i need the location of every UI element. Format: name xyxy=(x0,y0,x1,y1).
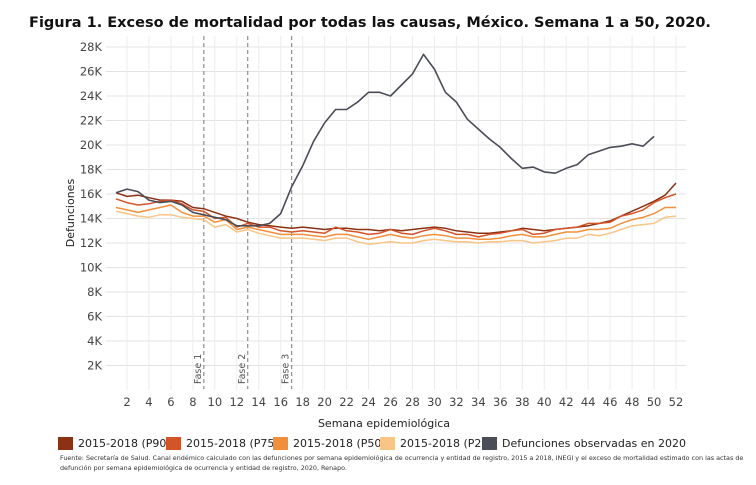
legend-item: 2015-2018 (P50) xyxy=(273,436,386,452)
legend-swatch xyxy=(273,436,288,450)
chart-legend: 2015-2018 (P90) 2015-2018 (P75) 2015-2018 … xyxy=(58,436,748,452)
legend-label: 2015-2018 (P75) xyxy=(186,437,279,450)
y-axis-label: Defunciones xyxy=(64,179,77,248)
phase-label: Fase 2 xyxy=(237,354,248,384)
x-tick-label: 34 xyxy=(471,395,486,409)
legend-item: Defunciones observadas en 2020 xyxy=(482,436,686,452)
x-tick-label: 40 xyxy=(537,395,552,409)
x-tick-label: 26 xyxy=(383,395,398,409)
y-tick-label: 14K xyxy=(80,212,103,226)
chart-title: Figura 1. Exceso de mortalidad por todas… xyxy=(29,15,711,31)
x-tick-label: 6 xyxy=(167,395,174,409)
source-footnote: Fuente: Secretaría de Salud. Canal endém… xyxy=(60,454,744,472)
y-tick-label: 2K xyxy=(87,359,102,373)
y-tick-label: 18K xyxy=(80,163,103,177)
y-tick-label: 22K xyxy=(80,114,103,128)
x-tick-label: 14 xyxy=(251,395,266,409)
y-tick-label: 8K xyxy=(87,285,102,299)
series-line-4 xyxy=(115,210,677,245)
x-tick-label: 24 xyxy=(361,395,376,409)
y-tick-label: 16K xyxy=(80,187,103,201)
x-tick-label: 32 xyxy=(449,395,464,409)
y-tick-label: 12K xyxy=(80,236,103,250)
x-tick-label: 18 xyxy=(295,395,310,409)
x-tick-label: 30 xyxy=(427,395,442,409)
legend-item: 2015-2018 (P90) xyxy=(58,436,171,452)
legend-swatch xyxy=(166,436,181,450)
y-tick-label: 4K xyxy=(87,334,102,348)
x-tick-label: 42 xyxy=(559,395,574,409)
legend-label: Defunciones observadas en 2020 xyxy=(502,437,687,450)
legend-swatch xyxy=(58,436,73,450)
x-tick-label: 10 xyxy=(208,395,223,409)
x-tick-label: 44 xyxy=(581,395,596,409)
legend-item: 2015-2018 (P25) xyxy=(380,436,493,452)
x-tick-label: 36 xyxy=(493,395,508,409)
x-axis-ticks: 2 4 6 8 10 12 14 16 18 20 22 24 26 28 30 32 34 36 38 40 42 44… xyxy=(123,395,683,409)
series-line-1 xyxy=(115,182,677,234)
series-line-3 xyxy=(115,204,676,241)
series-line-5 xyxy=(115,53,655,227)
series-line-2 xyxy=(115,193,677,238)
phase-markers: Fase 1 Fase 2 Fase 3 xyxy=(193,36,293,389)
x-tick-label: 28 xyxy=(405,395,420,409)
x-tick-label: 38 xyxy=(515,395,530,409)
legend-label: 2015-2018 (P25) xyxy=(400,437,493,450)
legend-label: 2015-2018 (P50) xyxy=(293,437,386,450)
x-tick-label: 50 xyxy=(647,395,662,409)
x-tick-label: 22 xyxy=(339,395,354,409)
x-tick-label: 4 xyxy=(145,395,152,409)
x-tick-label: 12 xyxy=(229,395,244,409)
y-tick-label: 6K xyxy=(87,310,102,324)
series-layer xyxy=(115,53,677,245)
legend-label: 2015-2018 (P90) xyxy=(78,437,171,450)
x-tick-label: 16 xyxy=(273,395,288,409)
x-tick-label: 46 xyxy=(603,395,618,409)
x-axis-label: Semana epidemiológica xyxy=(318,417,450,430)
x-tick-label: 20 xyxy=(317,395,332,409)
legend-swatch xyxy=(482,436,497,450)
x-tick-label: 8 xyxy=(189,395,196,409)
legend-swatch xyxy=(380,436,395,450)
grid-layer xyxy=(106,36,686,390)
y-tick-label: 24K xyxy=(80,89,103,103)
legend-item: 2015-2018 (P75) xyxy=(166,436,279,452)
x-tick-label: 52 xyxy=(669,395,684,409)
y-tick-label: 28K xyxy=(80,40,103,54)
x-tick-label: 48 xyxy=(625,395,640,409)
y-tick-label: 26K xyxy=(80,65,103,79)
x-tick-label: 2 xyxy=(123,395,130,409)
y-tick-label: 20K xyxy=(80,138,103,152)
y-tick-label: 10K xyxy=(80,261,103,275)
y-axis-ticks: 2K 4K 6K 8K 10K 12K 14K 16K 18K 20K 22K 24K 26K 28K xyxy=(80,40,103,373)
phase-label: Fase 1 xyxy=(193,354,204,384)
phase-label: Fase 3 xyxy=(281,354,292,384)
